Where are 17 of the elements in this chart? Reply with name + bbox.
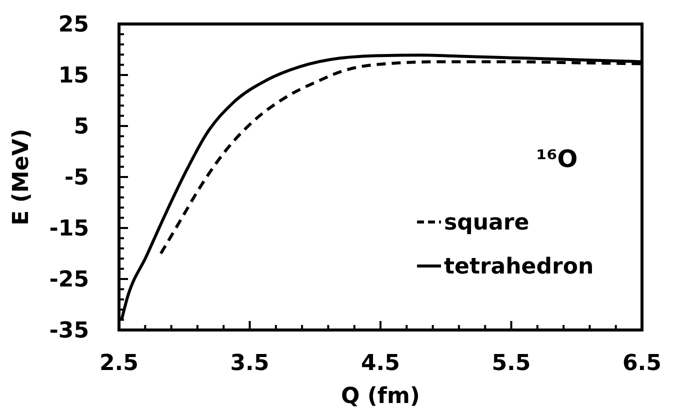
x-tick-label: 6.5 <box>622 351 662 376</box>
y-tick-label: 15 <box>58 64 89 89</box>
x-tick-label: 5.5 <box>492 351 531 376</box>
x-tick-label: 4.5 <box>361 351 400 376</box>
annotation: ¹⁶O <box>536 145 578 173</box>
y-axis-title: E (MeV) <box>9 128 34 226</box>
x-axis-title: Q (fm) <box>341 384 420 409</box>
y-tick-label: -25 <box>49 268 89 293</box>
y-tick-label: -15 <box>49 216 89 242</box>
y-tick-label: -35 <box>49 318 89 344</box>
y-tick-label: -5 <box>64 166 89 191</box>
x-tick-label: 3.5 <box>230 351 270 376</box>
legend-label: square <box>444 210 530 236</box>
y-tick-label: 5 <box>74 114 89 140</box>
x-tick-label: 2.5 <box>100 351 138 376</box>
legend-label: tetrahedron <box>444 254 594 280</box>
y-tick-label: 25 <box>58 12 89 38</box>
